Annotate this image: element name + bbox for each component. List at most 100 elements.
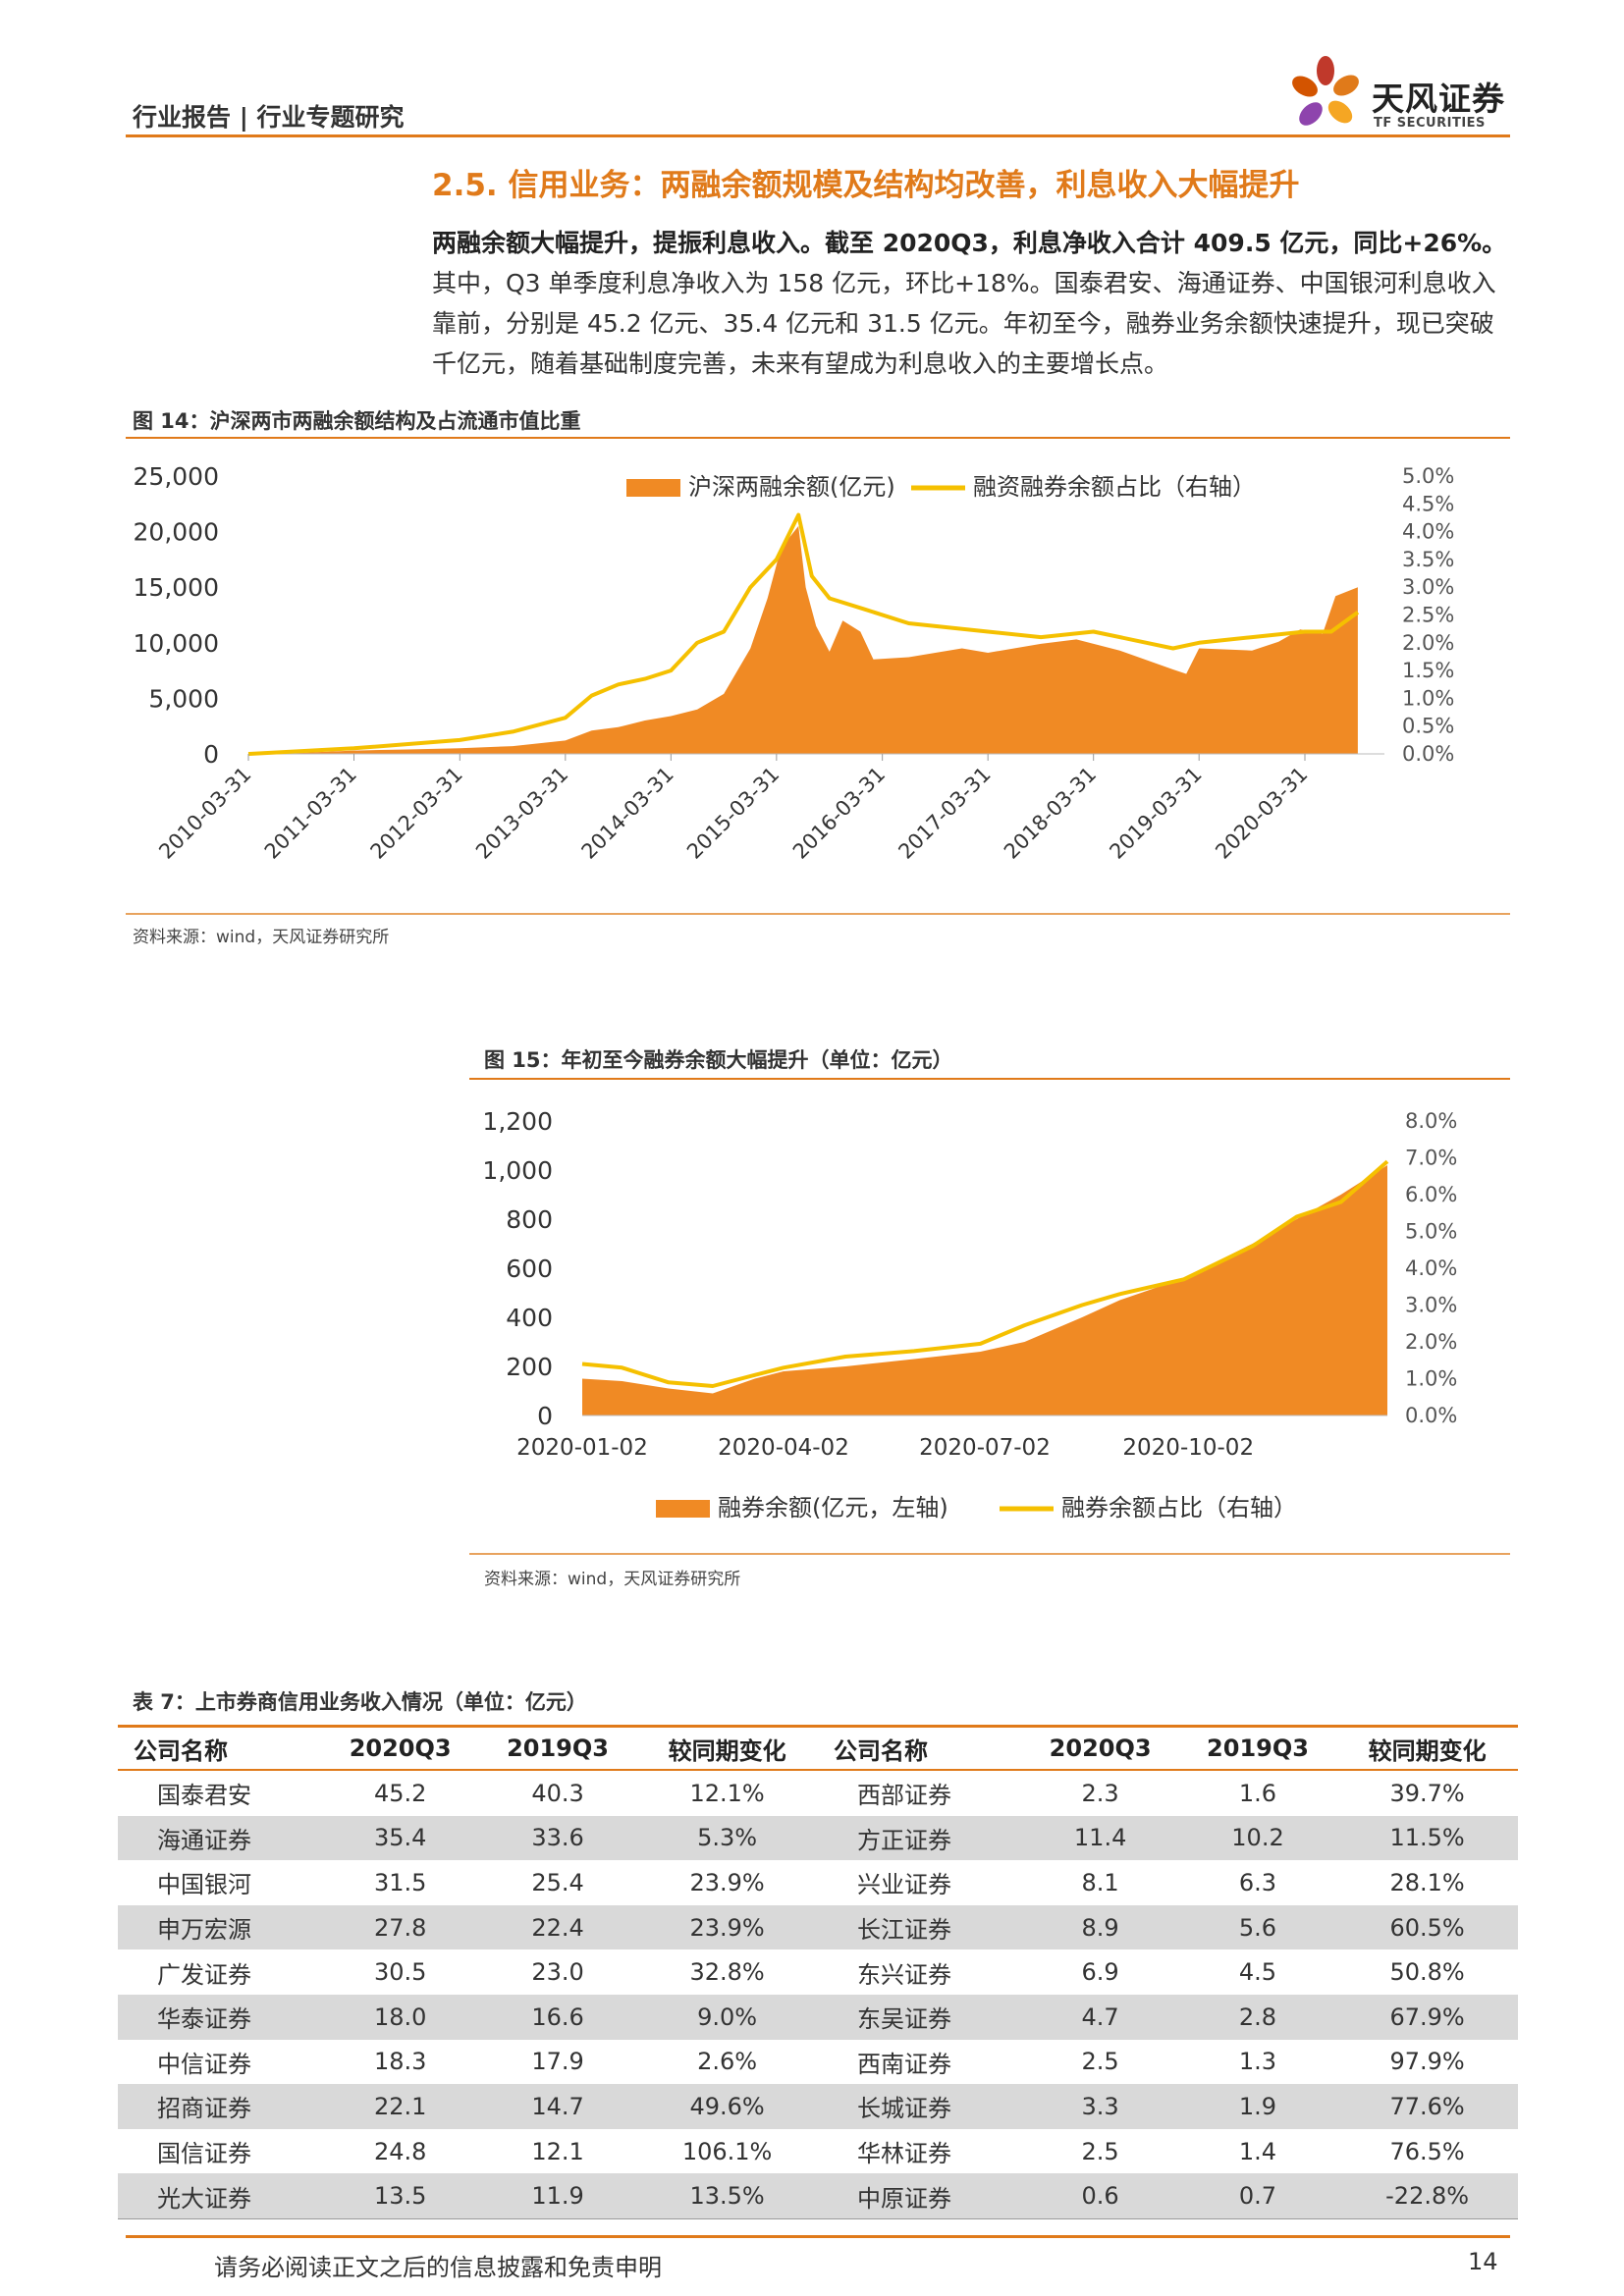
y2-tick-label: 8.0% (1405, 1109, 1457, 1133)
x-tick-label: 2019-03-31 (1105, 763, 1206, 864)
figure15-chart: 0 200 400 600 800 1,000 1,200 0.0% 1.0% 2.0% 3.0% 4… (482, 1107, 1457, 1522)
table7-cell: 23.9% (689, 1868, 765, 1896)
table-row: 广发证券 30.5 23.0 32.8% 东兴证券 6.9 4.5 50.8% (118, 1949, 1518, 1995)
logo-subtext: TF SECURITIES (1374, 116, 1486, 131)
table7-header-cell: 较同期变化 (1336, 1725, 1518, 1771)
legend-label: 沪深两融余额(亿元) (688, 473, 895, 501)
y2-tick-label: 5.0% (1402, 464, 1454, 488)
table7-cell: 东吴证券 (817, 1994, 1022, 2040)
x-tick-label: 2020-04-02 (718, 1435, 849, 1461)
y-tick-label: 25,000 (134, 462, 219, 491)
table7-cell: 11.5% (1336, 1815, 1518, 1861)
table7-cell: 广发证券 (157, 1960, 251, 1989)
table7-cell: 25.4 (531, 1868, 584, 1896)
y2-tick-label: 4.5% (1402, 492, 1454, 515)
y-tick-label: 1,200 (482, 1107, 553, 1136)
table7-cell: 光大证券 (118, 2173, 322, 2219)
header-divider (126, 134, 1510, 137)
table7-cell: 6.3 (1238, 1868, 1277, 1896)
flower-logo-icon (1292, 56, 1359, 126)
table7-cell: 77.6% (1336, 2084, 1518, 2129)
figure14-source: 资料来源：wind，天风证券研究所 (133, 928, 390, 947)
body-text: 其中，Q3 单季度利息净收入为 158 亿元，环比+18%。国泰君安、海通证券、… (432, 269, 1496, 378)
table7-cell: 东兴证券 (856, 1960, 951, 1989)
table7-cell: 17.9 (531, 2048, 584, 2076)
table7-cell: 12.1% (689, 1779, 765, 1807)
x-tick-label: 2016-03-31 (788, 763, 890, 864)
figure14-chart: 0 5,000 10,000 15,000 20,000 25,000 0.0% 0.5% 1.… (134, 462, 1455, 864)
y2-tick-label: 4.0% (1405, 1256, 1457, 1280)
table7-cell: 23.9% (636, 1904, 818, 1950)
y2-tick-label: 0.0% (1405, 1404, 1457, 1427)
x-tick-label: 2018-03-31 (1000, 763, 1101, 864)
table7-cell: 西南证券 (856, 2050, 951, 2078)
footer-disclaimer: 请务必阅读正文之后的信息披露和免责申明 (214, 2254, 662, 2281)
table7-cell: 西部证券 (856, 1782, 951, 1810)
table7-cell: 106.1% (681, 2137, 773, 2165)
table7-cell: 35.4 (321, 1815, 479, 1861)
table7-cell: 1.4 (1238, 2137, 1277, 2165)
table-row: 光大证券 13.5 11.9 13.5% 中原证券 0.6 0.7 -22.8% (118, 2173, 1518, 2219)
x-tick-label: 2010-03-31 (154, 763, 255, 864)
table7-cell: 33.6 (478, 1815, 637, 1861)
company-logo: 天风证券 TF SECURITIES (1281, 51, 1517, 139)
table7-cell: 22.4 (478, 1904, 637, 1950)
table7-cell: 11.9 (478, 2173, 637, 2219)
y2-tick-label: 2.0% (1405, 1330, 1457, 1354)
x-tick-label: 2014-03-31 (577, 763, 678, 864)
table7-cell: 45.2 (373, 1779, 427, 1807)
y2-tick-label: 3.0% (1402, 575, 1454, 599)
y2-tick-label: 4.0% (1402, 520, 1454, 544)
table7-cell: 长江证券 (817, 1904, 1022, 1950)
table7-cell: 9.0% (636, 1994, 818, 2040)
table7-cell: 16.6 (478, 1994, 637, 2040)
x-tick-label: 2020-01-02 (516, 1435, 648, 1461)
table7-cell: 中原证券 (817, 2173, 1022, 2219)
table7-cell: 4.5 (1238, 1958, 1277, 1987)
table7-cell: 3.3 (1021, 2084, 1179, 2129)
y2-tick-label: 1.0% (1402, 686, 1454, 710)
table7-cell: 32.8% (689, 1958, 765, 1987)
table7-cell: 28.1% (1389, 1868, 1465, 1896)
table7-cell: 6.9 (1081, 1958, 1119, 1987)
table7-cell: 1.9 (1178, 2084, 1337, 2129)
y-tick-label: 200 (506, 1353, 553, 1381)
table-row: 申万宏源 27.8 22.4 23.9% 长江证券 8.9 5.6 60.5% (118, 1904, 1518, 1950)
report-type: 行业报告 | 行业专题研究 (133, 103, 405, 132)
table7-cell: 申万宏源 (118, 1904, 322, 1950)
area-series (582, 1165, 1387, 1415)
table-row: 中国银河 31.5 25.4 23.9% 兴业证券 8.1 6.3 28.1% (118, 1860, 1518, 1905)
y-tick-label: 1,000 (482, 1156, 553, 1185)
table7-cell: 31.5 (373, 1868, 427, 1896)
section-paragraph: 两融余额大幅提升，提振利息收入。截至 2020Q3，利息净收入合计 409.5 … (432, 223, 1512, 384)
table7-cell: 0.7 (1178, 2173, 1337, 2219)
table7-cell: 2.5 (1081, 2048, 1119, 2076)
table7-cell: 国信证券 (157, 2140, 251, 2168)
table7-cell: 国泰君安 (157, 1782, 251, 1810)
y-tick-label: 600 (506, 1255, 553, 1283)
y2-tick-label: 0.0% (1402, 742, 1454, 766)
table7-cell: 27.8 (321, 1904, 479, 1950)
table7-cell: 18.0 (321, 1994, 479, 2040)
table7-cell: 13.5% (636, 2173, 818, 2219)
y-tick-label: 15,000 (134, 573, 219, 602)
page-number: 14 (1468, 2248, 1498, 2275)
table7-header-cell: 2019Q3 (1178, 1725, 1337, 1771)
y-tick-label: 5,000 (148, 684, 219, 713)
figure15-source: 资料来源：wind，天风证券研究所 (484, 1570, 741, 1589)
y2-tick-label: 2.5% (1402, 604, 1454, 627)
y2-tick-label: 7.0% (1405, 1147, 1457, 1170)
x-tick-label: 2015-03-31 (682, 763, 784, 864)
y-tick-label: 800 (506, 1205, 553, 1234)
table7-cell: 50.8% (1389, 1958, 1465, 1987)
table7-cell: 22.1 (321, 2084, 479, 2129)
table7-cell: -22.8% (1336, 2173, 1518, 2219)
y2-tick-label: 3.5% (1402, 548, 1454, 571)
y2-tick-label: 0.5% (1402, 715, 1454, 738)
table7-cell: 1.6 (1238, 1779, 1277, 1807)
table7-cell: 11.4 (1021, 1815, 1179, 1861)
table7-cell: 12.1 (531, 2137, 584, 2165)
table7-cell: 8.1 (1081, 1868, 1119, 1896)
y2-tick-label: 6.0% (1405, 1183, 1457, 1206)
table7-cell: 2.5 (1081, 2137, 1119, 2165)
